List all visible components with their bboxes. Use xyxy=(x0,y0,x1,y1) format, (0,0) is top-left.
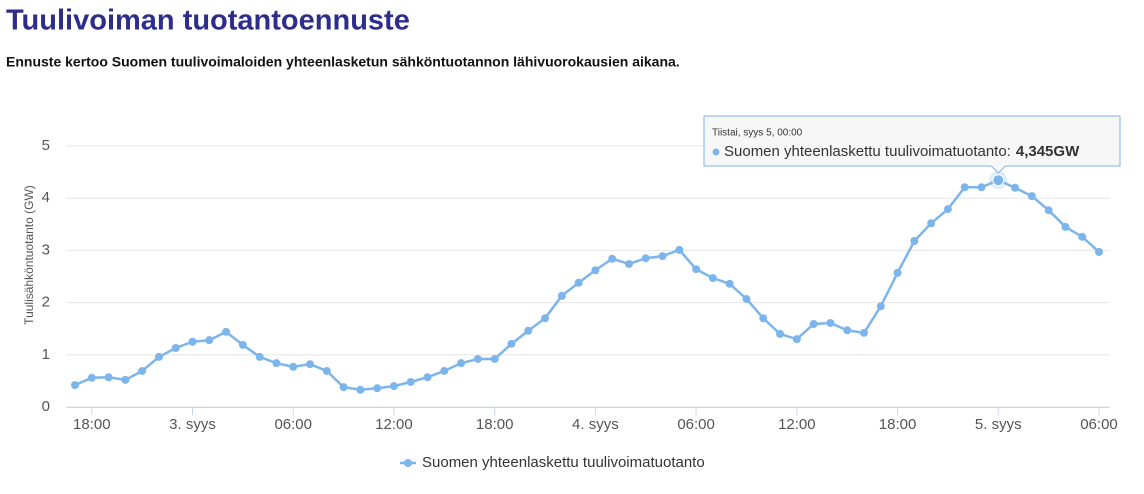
y-tick-label: 0 xyxy=(42,398,50,415)
point xyxy=(306,360,315,369)
point xyxy=(473,354,482,363)
point xyxy=(87,373,96,382)
point xyxy=(574,278,583,287)
point xyxy=(876,302,885,311)
point xyxy=(1027,192,1036,201)
y-tick-label: 5 xyxy=(42,137,50,154)
point xyxy=(992,174,1005,187)
point xyxy=(977,183,986,192)
point xyxy=(1095,247,1103,256)
point xyxy=(725,279,734,288)
point xyxy=(1011,183,1020,192)
x-tick-label: 18:00 xyxy=(476,416,514,433)
x-tick-label: 4. syys xyxy=(572,416,619,433)
x-tick-label: 12:00 xyxy=(375,416,413,433)
point xyxy=(71,381,79,390)
tooltip-label: Suomen yhteenlaskettu tuulivoimatuotanto… xyxy=(724,143,1011,160)
point xyxy=(792,335,801,344)
point xyxy=(759,314,768,323)
point xyxy=(675,245,684,254)
point xyxy=(524,326,533,335)
point xyxy=(859,328,868,337)
point xyxy=(490,354,499,363)
tooltip-box xyxy=(703,115,1121,174)
point xyxy=(272,359,281,368)
point xyxy=(541,314,550,323)
y-tick-label: 4 xyxy=(42,189,50,206)
point xyxy=(943,205,952,214)
point xyxy=(742,294,751,303)
legend-marker xyxy=(404,459,412,467)
point xyxy=(373,384,382,393)
point xyxy=(1078,232,1087,241)
tooltip-title: Tiistai, syys 5, 00:00 xyxy=(712,128,803,139)
point xyxy=(289,362,298,371)
point xyxy=(356,385,365,394)
point xyxy=(776,329,785,338)
point xyxy=(658,252,667,261)
y-tick-label: 3 xyxy=(42,241,50,258)
point xyxy=(927,219,936,228)
point xyxy=(1061,222,1070,231)
tooltip-value: 4,345GW xyxy=(1016,143,1080,160)
y-tick-label: 2 xyxy=(42,294,50,311)
point xyxy=(154,352,163,361)
tooltip-marker xyxy=(712,148,720,156)
point xyxy=(440,366,449,375)
point xyxy=(1044,206,1053,215)
point xyxy=(389,382,398,391)
point xyxy=(238,340,247,349)
point xyxy=(960,183,969,192)
x-tick-label: 18:00 xyxy=(73,416,111,433)
point xyxy=(708,274,717,283)
point xyxy=(608,254,617,263)
point xyxy=(222,327,231,336)
x-tick-label: 5. syys xyxy=(975,416,1022,433)
point xyxy=(121,375,130,384)
x-tick-label: 3. syys xyxy=(169,416,216,433)
point xyxy=(557,291,566,300)
point xyxy=(809,320,818,329)
point xyxy=(893,268,902,277)
point xyxy=(641,254,650,263)
point xyxy=(138,366,147,375)
chart-title: Tuulivoiman tuotantoennuste xyxy=(6,5,410,37)
chart-subtitle: Ennuste kertoo Suomen tuulivoimaloiden y… xyxy=(6,54,680,70)
point xyxy=(255,352,264,361)
y-axis-title: Tuulisähköntuotanto (GW) xyxy=(22,185,36,325)
point xyxy=(826,318,835,327)
x-tick-label: 18:00 xyxy=(879,416,917,433)
point xyxy=(423,373,432,382)
point xyxy=(591,266,600,275)
point xyxy=(843,326,852,335)
point xyxy=(692,265,701,274)
point xyxy=(910,237,919,246)
point xyxy=(322,366,331,375)
point xyxy=(171,344,180,353)
point xyxy=(507,339,516,348)
point xyxy=(624,259,633,268)
point xyxy=(205,336,214,345)
legend-label: Suomen yhteenlaskettu tuulivoimatuotanto xyxy=(422,454,705,471)
point xyxy=(339,383,348,392)
x-tick-label: 12:00 xyxy=(778,416,816,433)
point xyxy=(406,377,415,386)
x-tick-label: 06:00 xyxy=(677,416,715,433)
tooltip-text: Suomen yhteenlaskettu tuulivoimatuotanto… xyxy=(724,143,1080,160)
x-tick-label: 06:00 xyxy=(274,416,312,433)
point xyxy=(104,373,113,382)
point xyxy=(457,359,466,368)
y-tick-label: 1 xyxy=(42,346,50,363)
x-tick-label: 06:00 xyxy=(1080,416,1118,433)
point xyxy=(188,337,197,346)
